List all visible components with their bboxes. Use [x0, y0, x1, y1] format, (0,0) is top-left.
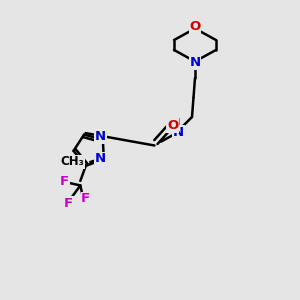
Text: N: N	[173, 125, 184, 139]
Text: F: F	[81, 192, 90, 206]
Text: O: O	[189, 20, 201, 34]
Text: N: N	[95, 130, 106, 143]
Text: O: O	[167, 119, 178, 132]
Text: N: N	[189, 56, 201, 70]
Text: F: F	[60, 175, 69, 188]
Text: CH₃: CH₃	[61, 155, 84, 169]
Text: N: N	[95, 152, 106, 166]
Text: H: H	[171, 117, 180, 130]
Text: F: F	[64, 197, 73, 210]
